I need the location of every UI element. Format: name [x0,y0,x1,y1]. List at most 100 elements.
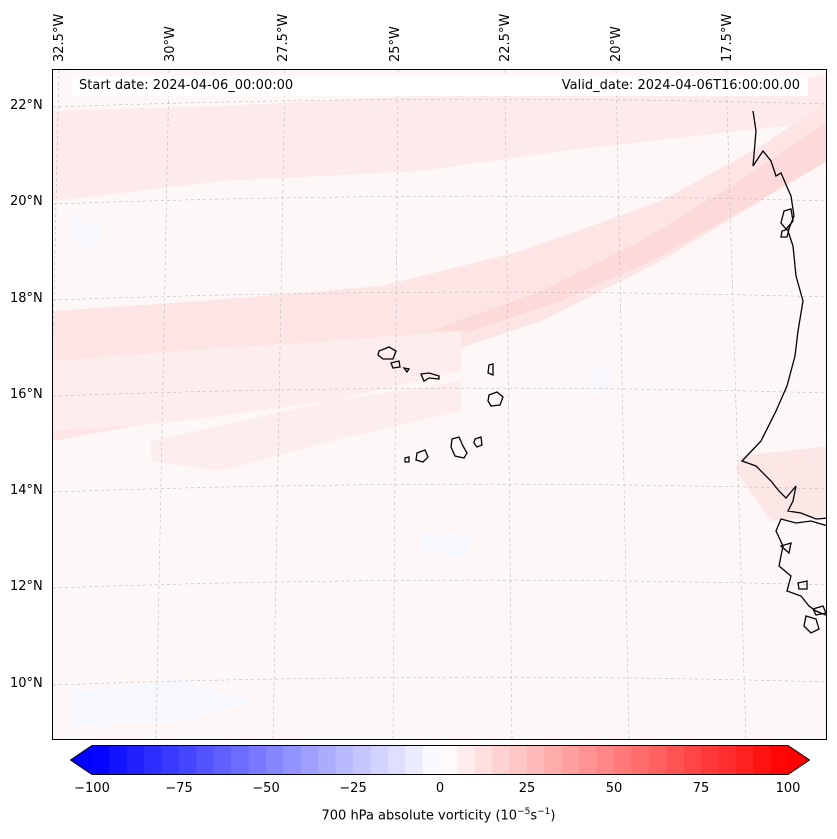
colorbar-segment [370,745,389,775]
lon-label-20w: 20°W [609,26,624,62]
colorbar-tick-label: 50 [605,781,623,796]
lon-label-27.5w: 27.5°W [276,13,291,62]
colorbar-segment [387,745,406,775]
colorbar-tick-label: 100 [775,781,801,796]
coastal-islet-1 [780,208,794,231]
colorbar-segment [683,745,702,775]
colorbar-segment [213,745,232,775]
colorbar-tick-label: 25 [518,781,536,796]
colorbar-segment [509,745,528,775]
colorbar-segment [474,745,493,775]
colorbar-segment [300,745,319,775]
colorbar-segments [70,745,810,775]
colorbar-extend-max [788,745,810,775]
coastal-islet-5 [797,580,808,590]
coastal-islet-2 [780,228,790,238]
meridian-27.5w [272,70,286,739]
colorbar-tick-label: −100 [74,781,110,796]
colorbar-label-prefix: 700 hPa absolute vorticity (10 [321,808,518,824]
map-canvas [53,70,826,739]
parallel-20n [53,195,826,205]
lat-label-10n: 10°N [10,676,43,691]
colorbar-segment [161,745,180,775]
parallel-10n [53,676,826,686]
lat-label-22n: 22°N [10,98,43,113]
vorticity-patch-negative-3 [419,531,471,556]
meridian-20w [615,70,630,739]
colorbar-segment [109,745,128,775]
lon-label-17.5w: 17.5°W [720,13,735,62]
parallel-18n [53,291,826,301]
colorbar-segment [753,745,772,775]
lon-label-22.5w: 22.5°W [498,13,513,62]
island-fogo [415,449,429,463]
parallel-16n [53,387,826,397]
island-santa-luzia [402,367,411,374]
colorbar-segment [457,745,476,775]
colorbar-tick-label: 0 [435,781,445,796]
info-bar [72,76,808,96]
vorticity-patch-negative-4 [71,681,251,726]
colorbar-segment [405,745,424,775]
cape-verde-islands [377,346,504,463]
vorticity-band-southern [151,381,461,471]
colorbar-label-exp1: −5 [517,807,531,817]
lon-label-30w: 30°W [163,26,178,62]
vorticity-field [53,76,826,726]
valid-date-label: Valid_date: 2024-04-06T16:00:00.00 [561,78,800,93]
colorbar-segment [492,745,511,775]
colorbar-label: 700 hPa absolute vorticity (10−5s−1) [0,807,837,823]
vorticity-patch-negative-1 [71,216,101,251]
colorbar-tick-label: −50 [252,781,280,796]
meridian-25w [392,70,399,739]
parallel-14n [53,483,826,493]
colorbar-segment [283,745,302,775]
colorbar-label-suffix: ) [550,808,556,824]
colorbar-extend-min [70,745,92,775]
vorticity-patch-coast [736,446,826,521]
colorbar-segment [527,745,545,775]
island-sal [487,363,494,376]
colorbar-segment [248,745,267,775]
colorbar-segment [179,745,197,775]
colorbar-tick-label: −75 [165,781,193,796]
colorbar-tick-label: −25 [339,781,367,796]
colorbar-segment [126,745,145,775]
colorbar-segment [666,745,685,775]
parallel-12n [53,579,826,589]
colorbar-segment [544,745,563,775]
coastlines [740,110,826,634]
lat-label-12n: 12°N [10,579,43,594]
colorbar-label-mid: s [530,808,538,824]
colorbar-segment [770,745,789,775]
africa-coastline-south [775,518,826,616]
colorbar-segment [648,745,667,775]
colorbar-segment [335,745,354,775]
vorticity-patch-negative-2 [589,366,611,396]
coastal-islet-4 [812,605,826,616]
colorbar-segment [353,745,371,775]
colorbar-segment [579,745,598,775]
island-santo-antao [377,346,397,360]
meridian-30w [155,70,170,739]
island-sao-nicolau [420,372,440,382]
colorbar-segment [196,745,215,775]
lon-label-25w: 25°W [388,26,403,62]
colorbar-segment [318,745,337,775]
colorbar-segment [718,745,737,775]
colorbar-segment [631,745,650,775]
vorticity-band-lower [53,331,461,431]
parallel-22n [53,98,826,108]
colorbar-segment [231,745,250,775]
colorbar-segment [596,745,615,775]
island-sao-vicente [390,360,401,369]
island-santiago [450,436,468,459]
colorbar-segment [422,745,441,775]
colorbar-tick-label: 75 [692,781,710,796]
colorbar [70,745,810,775]
island-maio [473,436,483,448]
colorbar-segment [614,745,632,775]
coastal-islet-3 [803,615,820,634]
map-panel[interactable] [52,69,827,740]
lat-label-14n: 14°N [10,483,43,498]
